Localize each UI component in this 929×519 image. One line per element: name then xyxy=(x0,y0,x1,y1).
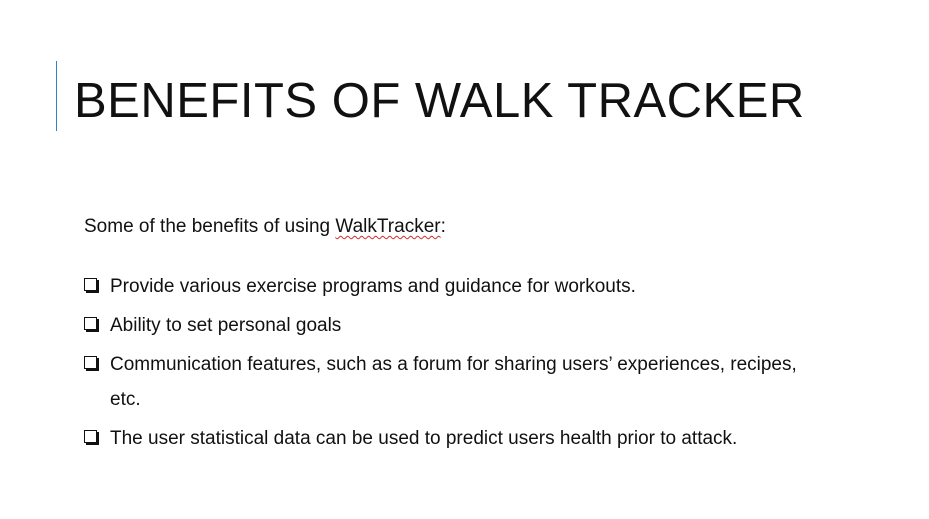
list-item-text: Ability to set personal goals xyxy=(110,315,342,336)
square-checkbox-icon xyxy=(84,430,97,443)
title-accent-line xyxy=(56,61,57,131)
square-checkbox-icon xyxy=(84,317,97,330)
square-checkbox-icon xyxy=(84,356,97,369)
list-item: Communication features, such as a forum … xyxy=(84,347,824,417)
list-item: The user statistical data can be used to… xyxy=(84,421,824,456)
intro-text-colon: : xyxy=(440,216,446,237)
intro-text-app-name: WalkTracker xyxy=(335,216,441,237)
benefits-list: Provide various exercise programs and gu… xyxy=(84,269,824,460)
intro-text-lead: Some of the benefits of using xyxy=(84,216,336,237)
slide-title: BENEFITS OF WALK TRACKER xyxy=(74,74,805,128)
square-checkbox-icon xyxy=(84,278,97,291)
intro-text: Some of the benefits of using WalkTracke… xyxy=(84,214,446,240)
list-item-text: The user statistical data can be used to… xyxy=(110,428,738,449)
list-item: Provide various exercise programs and gu… xyxy=(84,269,824,304)
list-item-text: Communication features, such as a forum … xyxy=(110,354,797,410)
list-item: Ability to set personal goals xyxy=(84,308,824,343)
list-item-text: Provide various exercise programs and gu… xyxy=(110,276,636,297)
